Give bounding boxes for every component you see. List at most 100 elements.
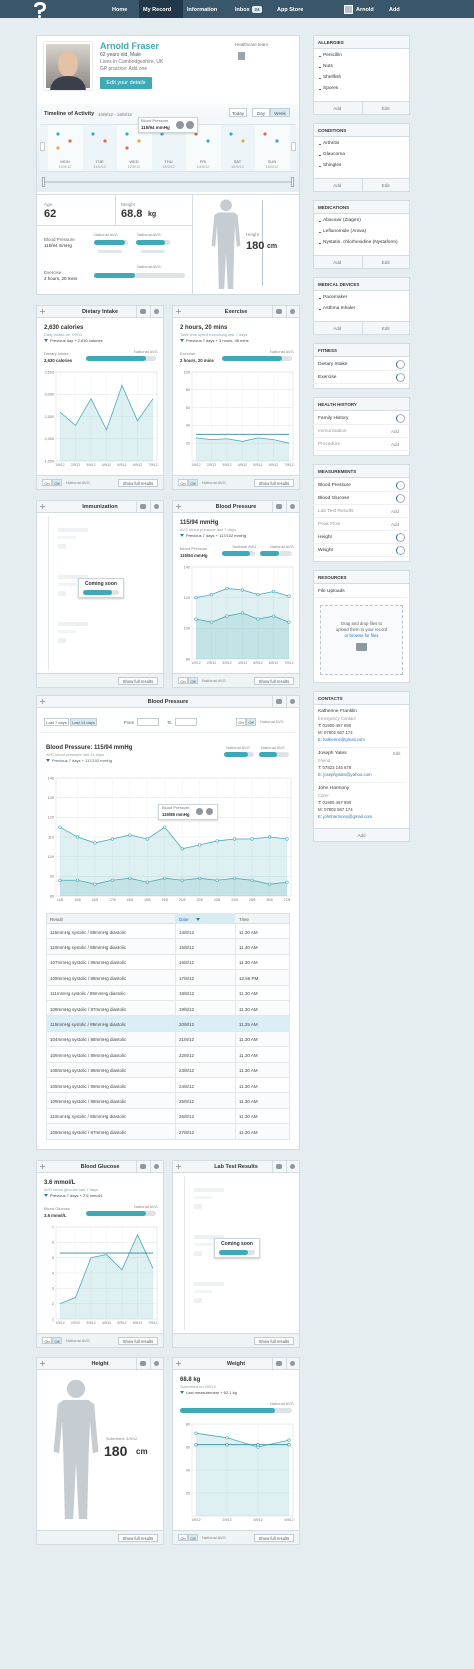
timeline-button[interactable]: Week xyxy=(270,108,290,117)
toggle-on[interactable]: On xyxy=(236,718,246,726)
panel-action[interactable]: Edit xyxy=(381,260,390,265)
nav-item[interactable]: Inbox xyxy=(235,6,250,13)
panel-row[interactable] xyxy=(313,585,410,598)
row-add[interactable]: Add xyxy=(391,429,400,434)
table-row[interactable] xyxy=(46,1062,290,1078)
table-row[interactable] xyxy=(46,1001,290,1017)
slider-handle[interactable] xyxy=(291,177,294,187)
popup-icon[interactable] xyxy=(176,121,184,129)
toggle-on[interactable]: On xyxy=(42,1337,52,1344)
settings-button[interactable] xyxy=(150,1160,164,1173)
contact-edit[interactable]: Edit xyxy=(393,751,401,756)
table-row[interactable] xyxy=(46,939,290,955)
share-button[interactable] xyxy=(136,305,150,318)
settings-button[interactable] xyxy=(150,305,164,318)
panel-action[interactable]: Edit xyxy=(381,183,390,188)
show-full-results-button[interactable]: Show full results xyxy=(254,1533,294,1542)
panel-row[interactable] xyxy=(313,505,410,518)
table-row[interactable] xyxy=(46,1016,290,1032)
nav-item[interactable]: Home xyxy=(112,6,128,13)
table-row[interactable] xyxy=(46,970,290,986)
row-add[interactable]: Add xyxy=(391,509,400,514)
table-row[interactable] xyxy=(46,1078,290,1094)
panel-row[interactable] xyxy=(313,492,410,505)
timeline-button[interactable]: Today xyxy=(229,108,247,117)
range-button[interactable]: Last 14 days xyxy=(70,718,97,726)
panel-action[interactable]: Add xyxy=(357,833,366,838)
share-button[interactable] xyxy=(272,695,286,708)
settings-button[interactable] xyxy=(150,1357,164,1370)
table-row[interactable] xyxy=(46,1108,290,1125)
popup-icon[interactable] xyxy=(196,808,203,815)
row-add[interactable]: Add xyxy=(391,522,400,527)
share-button[interactable] xyxy=(136,1357,150,1370)
table-row[interactable] xyxy=(46,1093,290,1109)
share-button[interactable] xyxy=(272,500,286,513)
settings-button[interactable] xyxy=(286,1357,300,1370)
show-full-results-button[interactable]: Show full results xyxy=(118,478,158,487)
share-button[interactable] xyxy=(136,500,150,513)
row-toggle[interactable] xyxy=(396,373,405,382)
toggle-off[interactable]: Off xyxy=(188,1534,198,1541)
table-row[interactable] xyxy=(46,1047,290,1063)
slider-handle[interactable] xyxy=(42,177,45,187)
toggle-off[interactable]: Off xyxy=(246,718,256,726)
timeline-next[interactable] xyxy=(291,142,296,151)
panel-action[interactable]: Add xyxy=(333,326,342,331)
table-row[interactable] xyxy=(46,924,290,940)
panel-action[interactable]: Edit xyxy=(381,106,390,111)
timeline-button[interactable]: Day xyxy=(252,108,270,117)
toggle-on[interactable]: On xyxy=(42,479,52,486)
toggle-off[interactable]: Off xyxy=(52,479,62,486)
nav-item[interactable]: App Store xyxy=(277,6,304,13)
date-input[interactable] xyxy=(137,718,159,726)
table-row[interactable] xyxy=(46,1124,290,1140)
share-button[interactable] xyxy=(136,1160,150,1173)
table-column-header[interactable]: Result xyxy=(50,916,63,922)
panel-action[interactable]: Edit xyxy=(381,326,390,331)
popup-icon[interactable] xyxy=(186,121,194,129)
row-toggle[interactable] xyxy=(396,360,405,369)
show-full-results-button[interactable]: Show full results xyxy=(254,478,294,487)
add-menu[interactable]: Add xyxy=(389,6,400,13)
popup-icon[interactable] xyxy=(206,808,213,815)
panel-row[interactable] xyxy=(313,412,410,425)
nav-item[interactable]: Information xyxy=(187,6,218,13)
panel-row[interactable] xyxy=(313,479,410,492)
row-toggle[interactable] xyxy=(396,414,405,423)
panel-row[interactable] xyxy=(313,518,410,531)
toggle-on[interactable]: On xyxy=(178,1534,188,1541)
show-full-results-button[interactable]: Show full results xyxy=(118,1533,158,1542)
user-menu[interactable]: Arnold xyxy=(356,6,374,13)
panel-row[interactable] xyxy=(313,531,410,544)
panel-action[interactable]: Add xyxy=(333,106,342,111)
toggle-on[interactable]: On xyxy=(178,677,188,684)
row-add[interactable]: Add xyxy=(391,442,400,447)
table-row[interactable] xyxy=(46,985,290,1001)
edit-details-button[interactable]: Edit your details xyxy=(100,77,152,89)
table-column-header[interactable]: Date xyxy=(179,916,189,922)
panel-row[interactable] xyxy=(313,358,410,371)
share-button[interactable] xyxy=(272,1357,286,1370)
settings-button[interactable] xyxy=(286,695,300,708)
drop-zone[interactable] xyxy=(320,605,403,675)
show-full-results-button[interactable]: Show full results xyxy=(254,676,294,685)
toggle-on[interactable]: On xyxy=(178,479,188,486)
show-full-results-button[interactable]: Show full results xyxy=(118,1336,158,1345)
settings-button[interactable] xyxy=(286,305,300,318)
browse-link[interactable]: or browse for files xyxy=(344,633,379,638)
nav-item[interactable]: My Record xyxy=(143,6,172,13)
row-toggle[interactable] xyxy=(396,533,405,542)
toggle-off[interactable]: Off xyxy=(188,479,198,486)
show-full-results-button[interactable]: Show full results xyxy=(254,1336,294,1345)
panel-action[interactable]: Add xyxy=(333,183,342,188)
share-button[interactable] xyxy=(272,1160,286,1173)
table-column-header[interactable]: Time xyxy=(239,916,249,922)
settings-button[interactable] xyxy=(286,500,300,513)
date-input[interactable] xyxy=(175,718,197,726)
settings-button[interactable] xyxy=(150,500,164,513)
range-button[interactable]: Last 7 days xyxy=(44,718,69,726)
panel-row[interactable] xyxy=(313,425,410,438)
toggle-off[interactable]: Off xyxy=(188,677,198,684)
panel-action[interactable]: Add xyxy=(333,260,342,265)
